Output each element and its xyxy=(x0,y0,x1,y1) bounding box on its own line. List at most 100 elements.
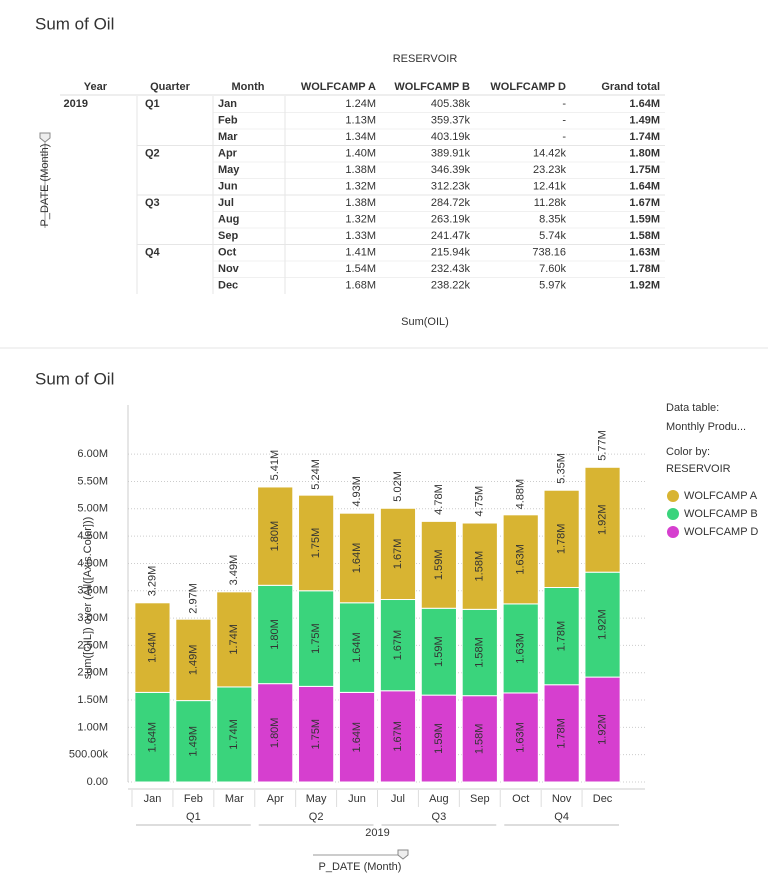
column-header: WOLFCAMP A xyxy=(301,81,376,93)
cell: 1.78M xyxy=(629,263,660,275)
segment-label: 1.64M xyxy=(351,632,363,663)
cell: 312.23k xyxy=(431,180,471,192)
segment-label: 1.74M xyxy=(228,719,240,750)
segment-label: 1.78M xyxy=(556,524,568,555)
x-tick-label: Oct xyxy=(512,793,529,805)
cell: 241.47k xyxy=(431,230,471,242)
cell: 1.75M xyxy=(629,164,660,176)
total-label: 3.49M xyxy=(228,555,240,586)
quarter-label: Q3 xyxy=(432,811,447,823)
segment-label: 1.75M xyxy=(310,719,322,750)
cell: 346.39k xyxy=(431,164,471,176)
total-label: 4.75M xyxy=(474,486,486,517)
cell: 1.58M xyxy=(629,230,660,242)
segment-label: 1.67M xyxy=(392,630,404,661)
column-header: Grand total xyxy=(601,81,660,93)
cell: 1.38M xyxy=(345,164,376,176)
segment-label: 1.92M xyxy=(596,714,608,745)
cell: 738.16 xyxy=(532,246,566,258)
bar-segment xyxy=(379,599,417,692)
bar-segment xyxy=(461,695,498,783)
cell: 11.28k xyxy=(534,197,567,209)
bar-segment xyxy=(338,512,376,604)
segment-label: 1.78M xyxy=(556,718,568,749)
cell: 1.24M xyxy=(345,98,376,110)
row-header: Q4 xyxy=(145,246,161,258)
legend-swatch xyxy=(667,490,679,502)
cell: 284.72k xyxy=(431,197,471,209)
cell: 14.42k xyxy=(533,147,567,159)
cell: 1.40M xyxy=(345,147,376,159)
segment-label: 1.64M xyxy=(146,632,158,663)
bar-segment xyxy=(257,486,294,586)
row-header: Jun xyxy=(218,180,238,192)
x-tick-label: Nov xyxy=(552,793,572,805)
column-header: WOLFCAMP D xyxy=(490,81,566,93)
y-tick-label: 5.50M xyxy=(77,475,108,487)
bar-segment xyxy=(543,489,580,588)
cell: - xyxy=(562,114,566,126)
row-header: Feb xyxy=(218,114,238,126)
segment-label: 1.58M xyxy=(474,637,486,668)
bar-segment xyxy=(420,694,457,783)
total-label: 4.88M xyxy=(515,479,527,510)
row-header: Oct xyxy=(218,246,237,258)
bar-segment xyxy=(379,507,417,601)
row-header: Dec xyxy=(218,279,238,291)
cell: 1.80M xyxy=(629,147,660,159)
chart-title: Sum of Oil xyxy=(35,369,114,388)
y-tick-label: 0.00 xyxy=(87,776,108,788)
y-tick-label: 3.50M xyxy=(77,585,108,597)
cell: 8.35k xyxy=(539,213,566,225)
cell: 1.38M xyxy=(345,197,376,209)
cell: 12.41k xyxy=(533,180,567,192)
total-label: 5.35M xyxy=(556,453,568,484)
quarter-label: Q4 xyxy=(554,811,569,823)
bar-segment xyxy=(461,522,498,610)
cell: 23.23k xyxy=(533,164,567,176)
cell: 7.60k xyxy=(539,263,566,275)
cell: 403.19k xyxy=(431,131,471,143)
bar-segment xyxy=(420,607,457,696)
row-header: Q1 xyxy=(145,98,160,110)
row-header: Jul xyxy=(218,197,234,209)
table-title: Sum of Oil xyxy=(35,14,114,33)
bar-segment xyxy=(338,602,376,693)
bar-segment xyxy=(338,691,376,783)
slider[interactable] xyxy=(397,849,409,860)
slider[interactable] xyxy=(39,132,51,143)
segment-label: 1.80M xyxy=(269,521,281,552)
cell: 1.13M xyxy=(345,114,376,126)
bar-segment xyxy=(461,608,498,697)
bar-segment xyxy=(216,686,253,783)
legend-label: WOLFCAMP D xyxy=(684,526,758,538)
cell: 1.74M xyxy=(629,131,660,143)
segment-label: 1.59M xyxy=(433,723,445,754)
bar-segment xyxy=(298,494,335,592)
segment-label: 1.92M xyxy=(596,504,608,535)
x-tick-label: Sep xyxy=(470,793,490,805)
segment-label: 1.75M xyxy=(310,623,322,654)
segment-label: 1.64M xyxy=(351,722,363,753)
segment-label: 1.75M xyxy=(310,528,322,559)
row-header: Q3 xyxy=(145,197,160,209)
y-tick-label: 3.00M xyxy=(77,612,108,624)
segment-label: 1.64M xyxy=(351,543,363,574)
cell: - xyxy=(562,98,566,110)
row-header: Q2 xyxy=(145,147,160,159)
bar-segment xyxy=(298,590,335,687)
bar-segment xyxy=(420,520,457,609)
x-tick-label: Dec xyxy=(593,793,613,805)
segment-label: 1.74M xyxy=(228,624,240,655)
bar-segment xyxy=(502,514,539,605)
row-header: 2019 xyxy=(64,98,88,110)
legend-label: WOLFCAMP B xyxy=(684,508,758,520)
cell: 1.64M xyxy=(629,180,660,192)
legend-text: Data table: xyxy=(666,402,719,414)
segment-label: 1.63M xyxy=(515,633,527,664)
row-header: Nov xyxy=(218,263,240,275)
cell: 1.54M xyxy=(345,263,376,275)
cell: 5.74k xyxy=(539,230,566,242)
quarter-label: Q1 xyxy=(186,811,201,823)
y-tick-label: 4.50M xyxy=(77,530,108,542)
